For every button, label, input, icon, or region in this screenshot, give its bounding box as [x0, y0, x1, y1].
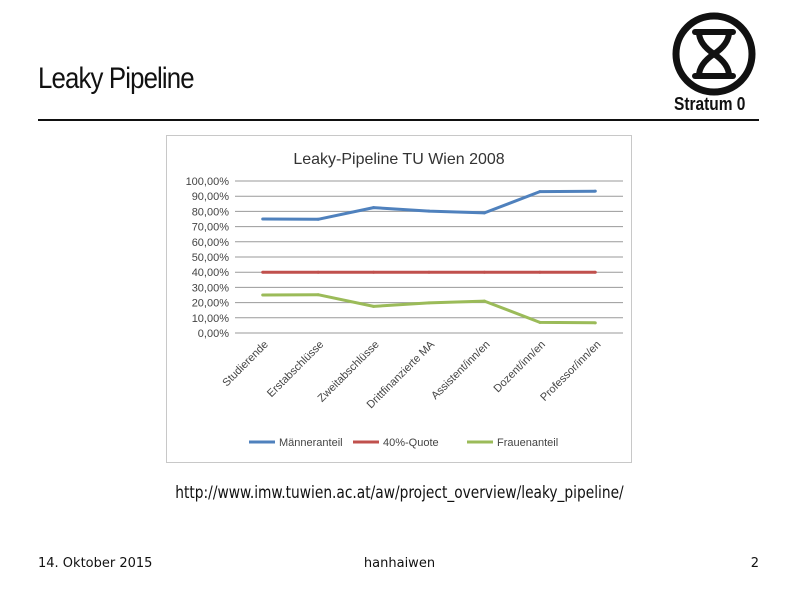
footer-author: hanhaiwen: [363, 556, 436, 571]
data-point: [316, 217, 320, 221]
slide-title: Leaky Pipeline: [38, 62, 195, 95]
y-tick-label: 90,00%: [192, 191, 230, 203]
data-point: [316, 293, 320, 297]
y-tick-label: 70,00%: [192, 222, 230, 234]
legend-label: 40%-Quote: [383, 437, 439, 449]
y-tick-label: 0,00%: [198, 328, 229, 340]
y-tick-label: 50,00%: [192, 252, 230, 264]
data-point: [482, 211, 486, 215]
data-point: [261, 217, 265, 221]
data-point: [427, 209, 431, 213]
legend-item: Männeranteil: [249, 437, 343, 449]
data-point: [593, 270, 597, 274]
x-tick-label: Dozent/inn/en: [491, 339, 547, 395]
data-point: [316, 270, 320, 274]
x-tick-label: Professor/inn/en: [538, 339, 603, 404]
leaky-pipeline-chart: Leaky-Pipeline TU Wien 2008 0,00% 10,00% 2…: [186, 151, 623, 449]
chart-frame: Leaky-Pipeline TU Wien 2008 0,00% 10,00% 2…: [166, 135, 632, 463]
source-url[interactable]: http://www.imw.tuwien.ac.at/aw/project_o…: [175, 483, 624, 503]
series-line-Frauenanteil: [262, 293, 596, 325]
y-tick-label: 10,00%: [192, 313, 230, 325]
x-tick-label: Studierende: [220, 339, 270, 389]
data-point: [261, 270, 265, 274]
stratum-logo-icon: [672, 12, 756, 96]
y-tick-label: 30,00%: [192, 282, 230, 294]
chart-title: Leaky-Pipeline TU Wien 2008: [293, 151, 504, 168]
y-tick-label: 40,00%: [192, 267, 230, 279]
y-tick-label: 80,00%: [192, 206, 230, 218]
data-point: [427, 301, 431, 305]
data-point: [482, 270, 486, 274]
legend-item: Frauenanteil: [467, 437, 558, 449]
data-point: [372, 270, 376, 274]
page-number: 2: [750, 556, 759, 571]
data-point: [372, 304, 376, 308]
data-point: [482, 299, 486, 303]
data-point: [593, 189, 597, 193]
series-line-Männeranteil: [262, 189, 596, 221]
y-tick-label: 20,00%: [192, 298, 230, 310]
data-point: [538, 190, 542, 194]
logo-text: Stratum 0: [674, 94, 746, 114]
data-point: [538, 320, 542, 324]
footer-date: 14. Oktober 2015: [38, 556, 153, 571]
data-point: [593, 321, 597, 325]
y-tick-label: 60,00%: [192, 237, 230, 249]
data-point: [372, 206, 376, 210]
x-tick-label: Erstabschlüsse: [265, 339, 326, 400]
legend-item: 40%-Quote: [353, 437, 439, 449]
data-point: [427, 270, 431, 274]
legend-label: Frauenanteil: [497, 437, 558, 449]
title-divider: [38, 119, 759, 121]
x-tick-label: Assistent/inn/en: [429, 339, 492, 402]
y-tick-label: 100,00%: [186, 176, 230, 188]
data-point: [261, 293, 265, 297]
data-point: [538, 270, 542, 274]
legend-label: Männeranteil: [279, 437, 343, 449]
